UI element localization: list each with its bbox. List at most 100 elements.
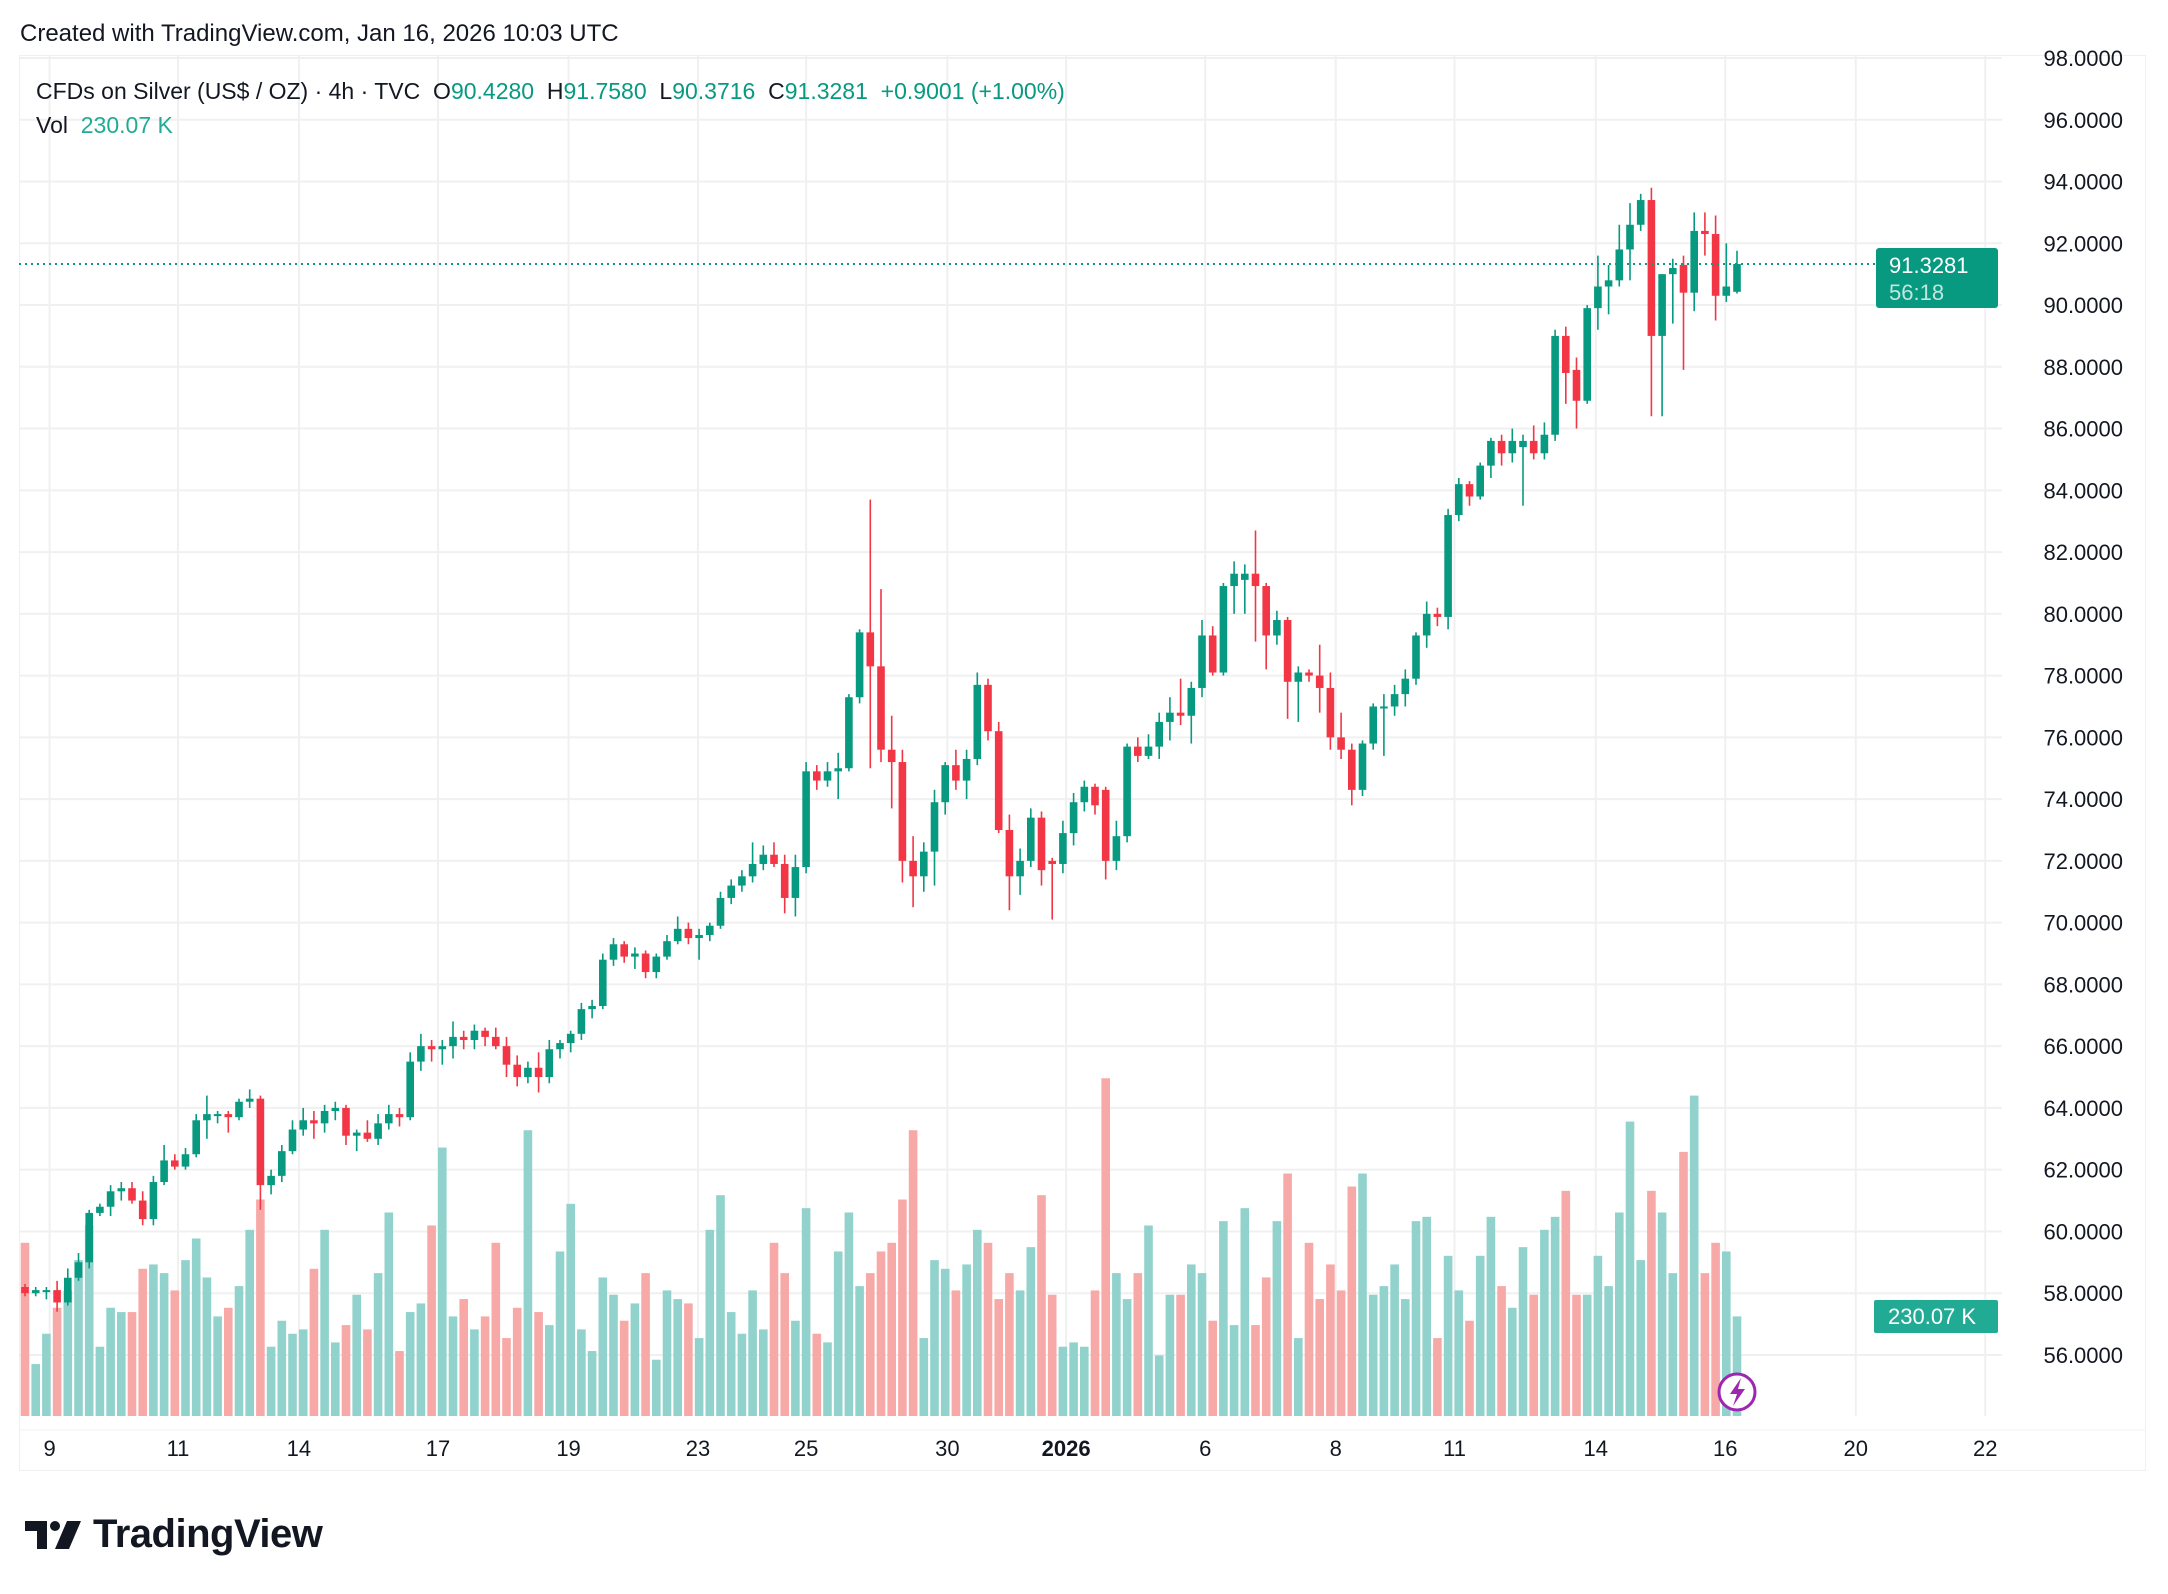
volume-bar	[1582, 1294, 1592, 1416]
volume-bar	[1315, 1299, 1324, 1416]
time-axis[interactable]: 9 11 14 17 19 23 25 30 2026 6 8 11 14 16 20 22	[43, 1436, 1997, 1461]
candle-body	[566, 1033, 575, 1044]
candle-body	[695, 934, 703, 939]
volume-bar	[277, 1320, 287, 1416]
volume-bar	[373, 1273, 383, 1416]
candle-body	[706, 925, 714, 935]
candle-body	[759, 854, 768, 864]
tradingview-logo-icon	[25, 1520, 81, 1549]
y-tick-label: 60.0000	[2043, 1219, 2123, 1244]
candle-body	[1112, 836, 1121, 861]
candle-body	[813, 771, 821, 781]
volume-bar	[994, 1299, 1003, 1416]
volume-bar	[1047, 1294, 1057, 1416]
volume-bar	[245, 1229, 254, 1416]
volume-bar	[405, 1312, 415, 1416]
candle-body	[1048, 860, 1056, 864]
candle-body	[1208, 635, 1217, 673]
candle-body	[1711, 234, 1720, 296]
volume-bar	[1283, 1173, 1292, 1416]
candle-body	[973, 684, 982, 759]
candle-body	[1101, 789, 1110, 861]
price-axis[interactable]: 56.0000 58.0000 60.0000 62.0000 64.0000 66.00…	[2043, 46, 2123, 1368]
volume-bar	[866, 1273, 875, 1416]
volume-bar	[1326, 1264, 1335, 1416]
volume-bar	[1689, 1095, 1699, 1416]
candle-body	[1733, 264, 1741, 292]
volume-bar	[973, 1229, 982, 1416]
candle-body	[1315, 675, 1324, 688]
y-tick-label: 56.0000	[2043, 1343, 2123, 1368]
volume-bar	[652, 1359, 661, 1416]
candle-body	[1562, 335, 1570, 373]
candle-body	[1358, 743, 1367, 790]
candle-body	[1594, 286, 1602, 309]
volume-bar	[363, 1329, 372, 1416]
candle-body	[160, 1160, 168, 1183]
candle-body	[106, 1191, 115, 1207]
candle-body	[171, 1160, 179, 1167]
volume-bar	[855, 1286, 864, 1416]
candle-body	[53, 1290, 61, 1303]
volume-bar	[1593, 1255, 1603, 1416]
candle-body	[1626, 224, 1634, 250]
x-tick-label: 23	[686, 1436, 710, 1461]
candle-body	[620, 944, 628, 957]
y-tick-label: 90.0000	[2043, 293, 2123, 318]
volume-bar	[52, 1307, 62, 1416]
candle-body	[1583, 308, 1591, 401]
volume-bar	[641, 1273, 650, 1416]
candle-body	[1465, 484, 1474, 497]
volume-bar	[149, 1264, 158, 1416]
volume-bar	[1700, 1273, 1710, 1416]
candle-body	[1187, 687, 1196, 716]
volume-bar	[908, 1130, 918, 1416]
volume-bar	[684, 1303, 693, 1416]
y-tick-label: 74.0000	[2043, 787, 2123, 812]
volume-bar	[1368, 1294, 1378, 1416]
symbol-title[interactable]: CFDs on Silver (US$ / OZ) · 4h · TVC	[36, 78, 421, 104]
volume-bar	[951, 1290, 961, 1416]
candle-body	[1722, 286, 1731, 296]
volume-bar	[598, 1277, 608, 1416]
last-price-value: 91.3281	[1889, 253, 1969, 278]
x-tick-label: 11	[1443, 1436, 1466, 1461]
volume-bar	[1037, 1195, 1046, 1416]
volume-bar	[801, 1208, 811, 1416]
volume-bar	[1401, 1299, 1410, 1416]
candle-body	[1069, 802, 1078, 834]
volume-bar	[1176, 1294, 1185, 1416]
candle-body	[1497, 440, 1506, 454]
candle-body	[791, 867, 800, 898]
lightning-icon[interactable]	[1717, 1372, 1757, 1412]
volume-bar	[1154, 1355, 1164, 1416]
candle-body	[288, 1129, 297, 1152]
y-tick-label: 88.0000	[2043, 355, 2123, 380]
candle-body	[866, 632, 875, 667]
candle-body	[374, 1123, 382, 1139]
candle-body	[342, 1107, 350, 1136]
candle-body	[1380, 706, 1388, 709]
volume-bar	[63, 1290, 73, 1416]
candle-body	[673, 928, 682, 942]
volume-bar	[930, 1260, 939, 1416]
candle-body	[716, 897, 725, 926]
candle-body	[1390, 694, 1399, 707]
candle-body	[877, 666, 885, 750]
volume-bar	[1112, 1273, 1121, 1416]
candle-body	[492, 1036, 500, 1047]
volume-bar	[1454, 1290, 1464, 1416]
candle-body	[652, 956, 661, 973]
volume-bar	[726, 1312, 736, 1416]
tradingview-logo[interactable]: TradingView	[25, 1512, 323, 1557]
candle-body	[1690, 230, 1698, 293]
volume-bar	[1668, 1273, 1678, 1416]
candle-body	[1262, 586, 1270, 636]
volume-bar	[202, 1277, 212, 1416]
volume-bar	[266, 1346, 276, 1416]
candle-body	[1701, 230, 1709, 235]
y-tick-label: 68.0000	[2043, 972, 2123, 997]
x-tick-label: 11	[167, 1436, 190, 1461]
candle-body	[64, 1277, 72, 1303]
